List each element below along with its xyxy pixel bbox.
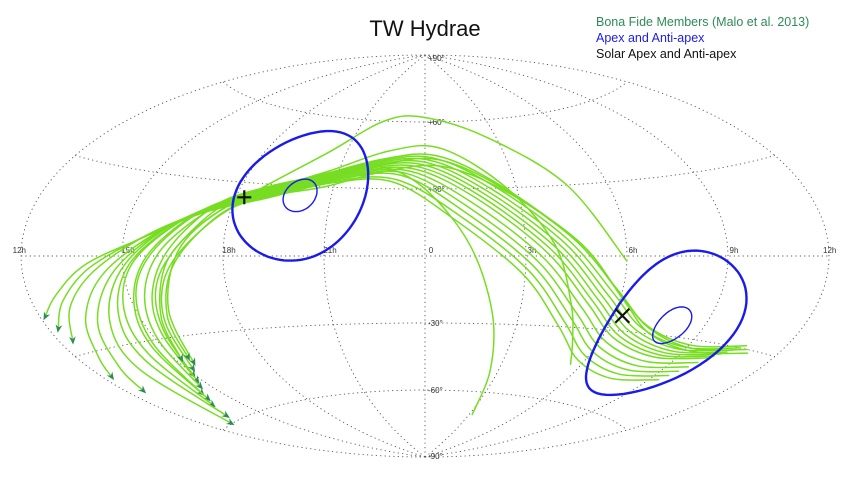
track-arrowhead (138, 385, 147, 394)
apex-circle (584, 249, 748, 397)
member-track (151, 153, 748, 383)
y-tick-label: -60° (428, 386, 443, 395)
x-tick-label: 12h (13, 246, 26, 255)
track-arrowhead (188, 363, 196, 373)
member-track (160, 164, 749, 371)
y-tick-label: +90° (428, 54, 445, 63)
member-track (96, 168, 699, 393)
gridline-ra (121, 54, 426, 458)
graticule (20, 54, 830, 458)
member-track (143, 155, 741, 389)
tick-labels: 12h9h6h3h021h18h15h12h+90°+60°+30°-30°-6… (13, 54, 837, 461)
apex-circle (651, 306, 693, 345)
gridline-ra (222, 54, 426, 458)
member-track (122, 162, 722, 407)
member-track (68, 172, 680, 373)
x-tick-label: 12h (823, 246, 836, 255)
legend-item-bona-fide-members: Bona Fide Members (Malo et al. 2013) (596, 15, 809, 29)
member-tracks (43, 115, 749, 426)
member-track (165, 164, 495, 416)
x-tick-label: 9h (730, 246, 739, 255)
apex-markers (231, 129, 748, 397)
gridline-dec (74, 322, 776, 357)
member-track (57, 176, 670, 377)
chart-title: TW Hydrae (369, 16, 480, 41)
apex-circle (282, 178, 318, 213)
y-tick-label: +30° (428, 185, 445, 194)
legend-item-apex-anti-apex: Apex and Anti-apex (596, 31, 705, 45)
x-tick-label: 18h (222, 246, 235, 255)
member-track (166, 144, 574, 365)
x-tick-label: 6h (629, 246, 638, 255)
track-arrowhead (195, 381, 204, 390)
track-arrowhead (176, 353, 183, 363)
track-arrowhead (188, 357, 196, 366)
track-arrowhead (192, 375, 200, 384)
y-tick-label: -30° (428, 319, 443, 328)
member-track (159, 115, 628, 361)
legend-item-solar-apex: Solar Apex and Anti-apex (596, 47, 737, 61)
track-arrowhead (221, 410, 230, 418)
x-tick-label: 3h (528, 246, 537, 255)
gridline-dec (222, 389, 628, 431)
legend: Bona Fide Members (Malo et al. 2013) Ape… (596, 15, 809, 61)
member-track (116, 164, 715, 418)
gridline-dec (222, 81, 628, 123)
gridline-ra (424, 54, 527, 458)
gridline-ra (323, 54, 426, 458)
gridline-ra (424, 54, 729, 458)
track-arrowhead (225, 418, 235, 426)
apex-circle (231, 129, 370, 262)
y-tick-label: +60° (428, 118, 445, 127)
track-arrowhead (202, 393, 211, 402)
member-track (84, 170, 690, 379)
y-tick-label: -90° (428, 452, 443, 461)
track-arrowhead (183, 352, 190, 361)
gridline-ra (424, 54, 628, 458)
track-arrowhead (43, 311, 51, 321)
x-tick-label: 0 (429, 246, 434, 255)
member-track (108, 166, 709, 425)
x-tick-label: 21h (323, 246, 336, 255)
track-arrowhead (55, 324, 63, 333)
solar-apex-marker (237, 190, 252, 205)
solar-anti-apex-marker (614, 307, 631, 324)
track-arrowhead (106, 371, 114, 381)
track-arrowhead (69, 336, 76, 345)
